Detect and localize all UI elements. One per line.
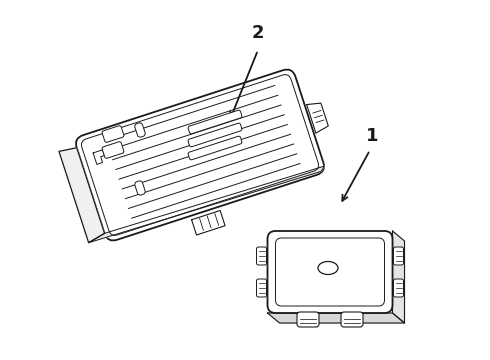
- FancyBboxPatch shape: [188, 123, 242, 147]
- Polygon shape: [59, 148, 104, 243]
- FancyBboxPatch shape: [102, 126, 124, 142]
- Polygon shape: [392, 231, 405, 323]
- Polygon shape: [268, 313, 405, 323]
- FancyBboxPatch shape: [188, 136, 242, 160]
- Text: 2: 2: [252, 24, 264, 42]
- Polygon shape: [307, 103, 328, 133]
- Polygon shape: [89, 166, 324, 243]
- FancyBboxPatch shape: [341, 312, 363, 327]
- FancyBboxPatch shape: [135, 123, 145, 137]
- FancyBboxPatch shape: [393, 247, 403, 265]
- FancyBboxPatch shape: [256, 279, 267, 297]
- Polygon shape: [192, 211, 225, 235]
- FancyBboxPatch shape: [275, 238, 385, 306]
- FancyBboxPatch shape: [102, 142, 124, 158]
- FancyBboxPatch shape: [256, 247, 267, 265]
- FancyBboxPatch shape: [188, 110, 242, 134]
- Ellipse shape: [318, 261, 338, 275]
- FancyBboxPatch shape: [76, 69, 324, 240]
- Text: 1: 1: [366, 127, 378, 145]
- FancyBboxPatch shape: [268, 231, 392, 313]
- FancyBboxPatch shape: [81, 75, 318, 235]
- FancyBboxPatch shape: [297, 312, 319, 327]
- FancyBboxPatch shape: [135, 181, 145, 195]
- FancyBboxPatch shape: [393, 279, 403, 297]
- Polygon shape: [93, 150, 104, 164]
